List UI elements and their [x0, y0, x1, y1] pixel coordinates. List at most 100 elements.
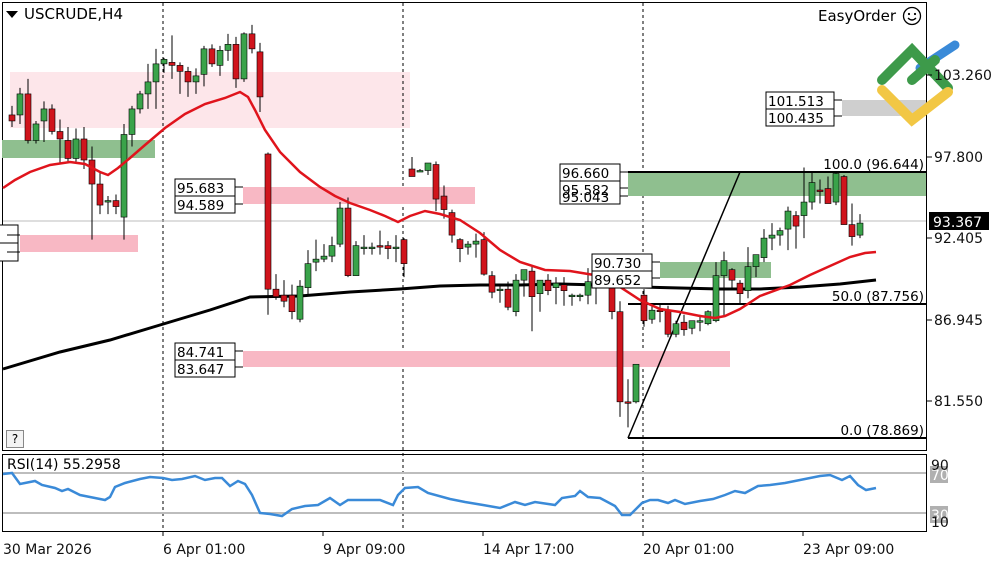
candle	[520, 269, 528, 281]
svg-text:97.800: 97.800	[934, 150, 983, 166]
candle	[776, 230, 784, 236]
svg-text:81.550: 81.550	[934, 394, 983, 410]
candle	[272, 288, 280, 297]
candle	[848, 224, 856, 237]
svg-text:20 Apr 01:00: 20 Apr 01:00	[643, 542, 734, 558]
candle	[48, 108, 56, 132]
svg-text:95.582: 95.582	[562, 183, 609, 199]
candle	[568, 294, 576, 297]
candle	[80, 138, 88, 161]
candle	[424, 162, 432, 171]
candle	[312, 258, 320, 263]
fibo-0-label: 0.0 (78.869)	[840, 423, 924, 439]
price-axis[interactable]: 103.260 97.800 92.405 86.945 81.550 93.3…	[927, 68, 992, 410]
candle	[648, 309, 656, 320]
supply-zone-84	[243, 351, 730, 367]
candle	[160, 59, 168, 65]
candle	[736, 282, 744, 294]
candle	[152, 63, 160, 83]
candle	[744, 266, 752, 291]
candle	[400, 239, 408, 264]
moving-average-fast	[2, 90, 877, 320]
candle	[632, 363, 640, 403]
candle	[544, 279, 552, 291]
candle	[320, 255, 328, 260]
rsi-line	[2, 471, 877, 518]
candle	[264, 153, 272, 290]
candle	[368, 246, 376, 249]
candle	[224, 44, 232, 51]
candle	[512, 279, 520, 313]
time-axis[interactable]: 30 Mar 2026 6 Apr 01:00 9 Apr 09:00 14 A…	[3, 531, 894, 558]
candle	[232, 44, 240, 80]
candle	[288, 294, 296, 313]
candle	[752, 254, 760, 267]
candle	[472, 240, 480, 245]
candle	[784, 210, 792, 230]
candle	[464, 243, 472, 248]
svg-text:84.741: 84.741	[177, 345, 224, 361]
candle	[504, 288, 512, 308]
fibonacci-retracement[interactable]: 100.0 (96.644) 50.0 (87.756) 0.0 (78.869…	[627, 157, 926, 439]
logo-icon	[877, 40, 960, 127]
candle	[16, 93, 24, 116]
svg-text:101.513: 101.513	[768, 94, 824, 110]
symbol-timeframe: USCRUDE,H4	[24, 5, 123, 23]
candle	[184, 71, 192, 83]
candle	[728, 269, 736, 281]
candle	[840, 176, 848, 225]
candle	[616, 311, 624, 403]
easyorder-button[interactable]: EasyOrder	[818, 6, 922, 26]
candle	[576, 294, 584, 297]
candle	[696, 320, 704, 323]
candle	[344, 207, 352, 276]
supply-zone-left	[20, 235, 138, 252]
candle	[248, 33, 256, 50]
svg-text:30: 30	[931, 508, 949, 524]
supply-zone-top	[10, 72, 410, 128]
candle	[480, 239, 488, 275]
candle	[8, 114, 16, 122]
candle	[352, 245, 360, 276]
candle	[128, 108, 136, 135]
rsi-panel[interactable]: 70 90 30 10	[2, 458, 949, 531]
easyorder-label: EasyOrder	[818, 7, 896, 25]
candle	[832, 173, 840, 203]
demand-zone-96	[628, 172, 926, 196]
candle	[608, 287, 616, 313]
candle	[208, 48, 216, 65]
candle	[168, 62, 176, 66]
dropdown-triangle-icon[interactable]	[6, 10, 18, 18]
svg-text:90: 90	[931, 458, 949, 474]
candle	[408, 168, 416, 177]
candle	[712, 275, 720, 322]
candle	[416, 170, 424, 173]
current-price-badge	[929, 212, 989, 230]
svg-text:10: 10	[931, 515, 949, 531]
candle	[72, 138, 80, 159]
candle	[800, 201, 808, 216]
svg-text:95.683: 95.683	[177, 181, 224, 197]
candle	[560, 284, 568, 291]
svg-text:70: 70	[931, 468, 949, 484]
help-button[interactable]: ?	[6, 430, 24, 448]
svg-text:90.730: 90.730	[594, 256, 641, 272]
candle	[640, 294, 648, 322]
candle	[32, 123, 40, 141]
candle	[240, 33, 248, 80]
candle	[672, 323, 680, 335]
candle	[688, 320, 696, 329]
candle	[336, 207, 344, 245]
svg-text:23 Apr 09:00: 23 Apr 09:00	[803, 542, 894, 558]
candle	[296, 285, 304, 320]
symbol-menu[interactable]: USCRUDE,H4	[6, 5, 123, 23]
candle	[88, 159, 96, 185]
candle	[384, 245, 392, 249]
period-separators	[162, 3, 644, 530]
svg-text:30 Mar 2026: 30 Mar 2026	[3, 542, 92, 558]
svg-text:14 Apr 17:00: 14 Apr 17:00	[483, 542, 574, 558]
candle	[112, 200, 120, 207]
candle	[24, 93, 32, 141]
candle	[496, 288, 504, 291]
